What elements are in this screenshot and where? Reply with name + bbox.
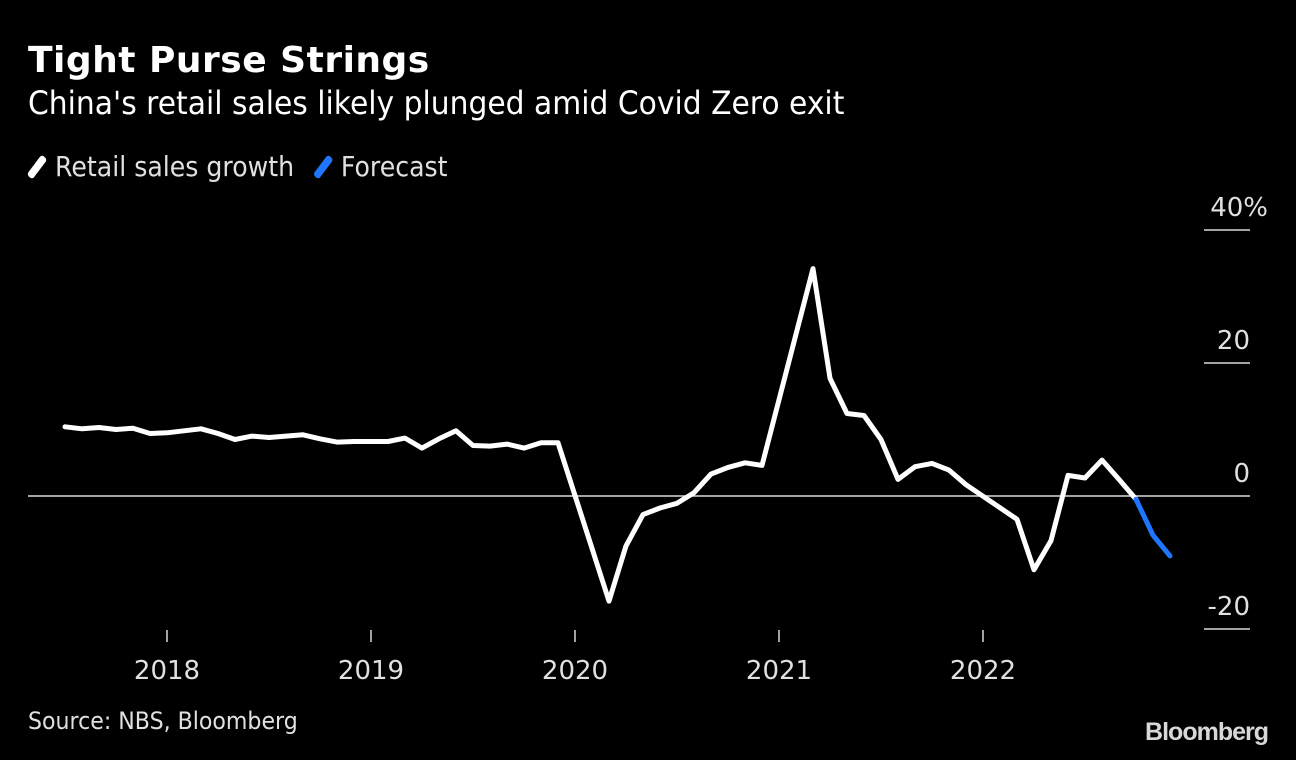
series-layer (62, 266, 1173, 604)
legend-item-forecast: Forecast (312, 150, 448, 183)
xtick-label: 2018 (134, 656, 200, 686)
ytick-label: 20 (1217, 326, 1250, 356)
xtick-label: 2019 (338, 656, 404, 686)
legend-label-retail-sales: Retail sales growth (55, 150, 295, 183)
xtick-label: 2021 (746, 656, 812, 686)
ytick-label: 0 (1233, 459, 1250, 489)
series-line-forecast (1133, 496, 1173, 559)
chart-subtitle: China's retail sales likely plunged amid… (28, 84, 845, 122)
xtick-label: 2020 (542, 656, 608, 686)
ytick-label: -20 (1208, 592, 1250, 622)
bloomberg-logo: Bloomberg (1145, 718, 1269, 746)
chart-title: Tight Purse Strings (28, 40, 430, 81)
legend-item-retail-sales: Retail sales growth (26, 150, 295, 183)
ytick-label: 40% (1210, 193, 1268, 223)
series-line-retail-sales-growth (62, 266, 1139, 604)
legend-label-forecast: Forecast (340, 150, 448, 183)
legend: Retail sales growth Forecast (26, 150, 467, 183)
source-note: Source: NBS, Bloomberg (28, 707, 298, 735)
xtick-label: 2022 (950, 656, 1016, 686)
axis-layer: 40% 20 0 -20 2018 2019 2020 2021 2022 (28, 193, 1268, 686)
